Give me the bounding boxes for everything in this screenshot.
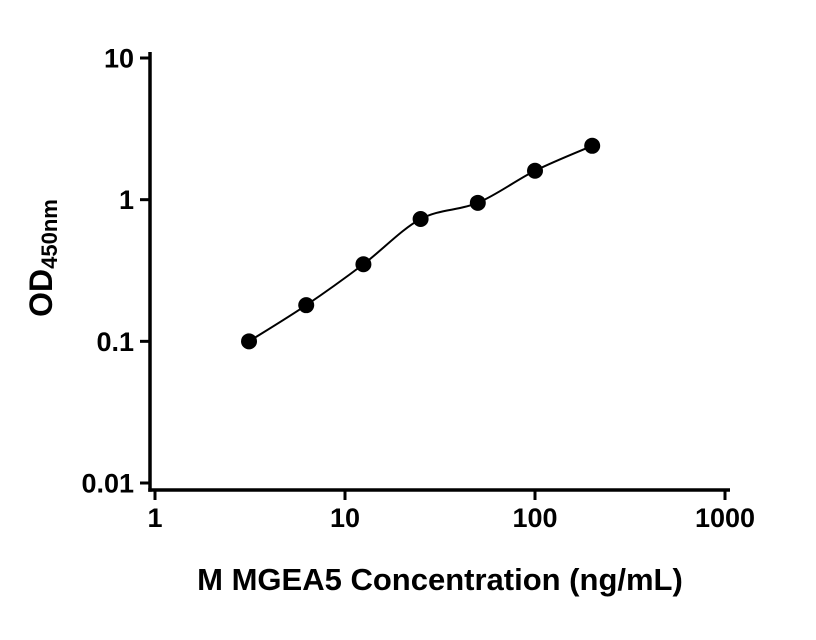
x-tick-label: 100 xyxy=(512,503,557,533)
y-tick-label: 10 xyxy=(104,44,134,74)
data-point-marker xyxy=(527,162,543,179)
data-point-marker xyxy=(584,137,601,154)
y-tick-label: 0.01 xyxy=(81,469,134,499)
data-point-marker xyxy=(412,211,429,228)
data-point-marker xyxy=(469,194,486,211)
y-tick-label: 0.1 xyxy=(96,327,134,357)
x-axis-label: M MGEA5 Concentration (ng/mL) xyxy=(197,562,683,597)
y-tick-label: 1 xyxy=(119,185,134,215)
data-point-marker xyxy=(241,333,258,350)
y-axis-label: OD450nm xyxy=(23,199,62,317)
x-tick-label: 10 xyxy=(330,503,360,533)
data-point-marker xyxy=(355,256,372,273)
data-point-marker xyxy=(298,297,315,314)
x-tick-label: 1000 xyxy=(695,503,755,533)
x-tick-label: 1 xyxy=(147,503,162,533)
